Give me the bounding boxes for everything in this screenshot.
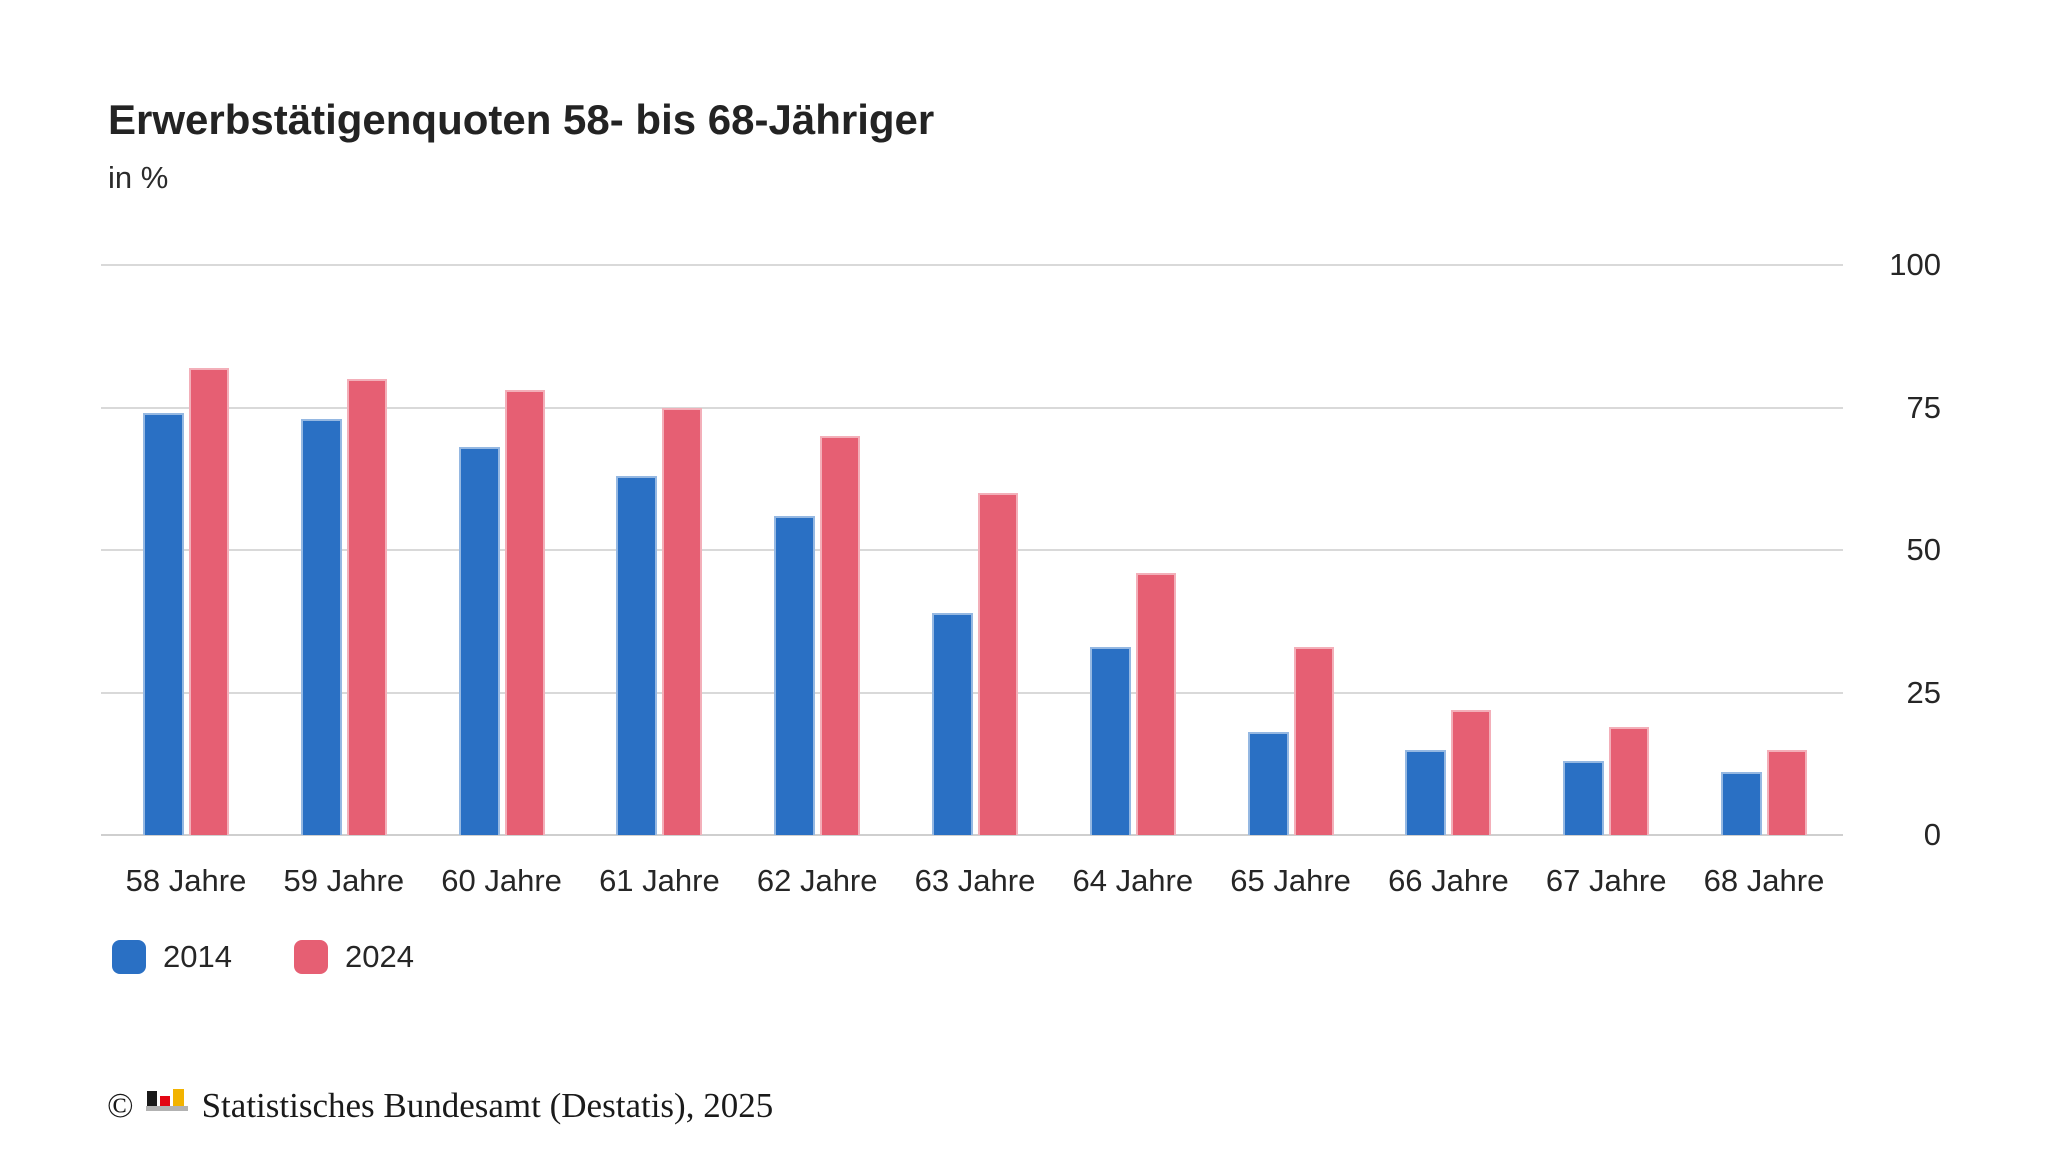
- bar-2024-64-Jahre[interactable]: [1135, 572, 1176, 835]
- y-axis-tick-label-0: 0: [1923, 817, 1941, 852]
- chart-title: Erwerbstätigenquoten 58- bis 68-Jähriger: [108, 96, 935, 143]
- logo-bar-red: [159, 1096, 170, 1106]
- copyright-symbol: ©: [107, 1086, 134, 1125]
- bar-2014-68-Jahre[interactable]: [1721, 772, 1762, 835]
- bar-2014-65-Jahre[interactable]: [1247, 732, 1289, 835]
- source-text: Statistisches Bundesamt (Destatis), 2025: [201, 1086, 774, 1125]
- y-axis-tick-label-50: 50: [1906, 532, 1941, 567]
- logo-bar-black: [146, 1091, 157, 1106]
- legend-label-2024: 2024: [344, 939, 414, 974]
- y-axis-tick-label-25: 25: [1906, 674, 1941, 710]
- x-axis-label-66-Jahre: 66 Jahre: [1388, 863, 1509, 898]
- x-axis-label-65-Jahre: 65 Jahre: [1230, 863, 1351, 898]
- legend-item-2024[interactable]: 2024: [293, 939, 414, 975]
- bar-2014-59-Jahre[interactable]: [300, 418, 342, 835]
- x-axis-label-61-Jahre: 61 Jahre: [599, 863, 720, 898]
- bar-2024-65-Jahre[interactable]: [1293, 646, 1334, 835]
- logo-baseline: [145, 1106, 188, 1111]
- legend: 2014 2024: [112, 939, 476, 975]
- logo-bar-gold: [172, 1089, 184, 1106]
- x-axis-label-63-Jahre: 63 Jahre: [914, 863, 1036, 898]
- legend-item-2014[interactable]: 2014: [112, 939, 232, 975]
- bar-2024-62-Jahre[interactable]: [820, 436, 861, 835]
- legend-swatch-2024: [293, 940, 328, 974]
- bar-2024-63-Jahre[interactable]: [978, 493, 1018, 835]
- gridline-75: [101, 406, 1843, 409]
- bar-2024-61-Jahre[interactable]: [662, 407, 703, 835]
- legend-swatch-2014: [112, 940, 146, 974]
- gridline-100: [101, 264, 1843, 266]
- x-axis-label-58-Jahre: 58 Jahre: [125, 863, 247, 898]
- bar-2014-64-Jahre[interactable]: [1089, 646, 1131, 835]
- x-axis-label-68-Jahre: 68 Jahre: [1703, 863, 1825, 898]
- gridline-0: [101, 834, 1843, 836]
- chart-subtitle: in %: [108, 160, 169, 195]
- bar-2024-66-Jahre[interactable]: [1451, 709, 1492, 835]
- x-axis-label-62-Jahre: 62 Jahre: [756, 863, 878, 898]
- y-axis-tick-label-75: 75: [1906, 389, 1941, 425]
- footer: © Statistisches Bundesamt (Destatis), 20…: [107, 1086, 773, 1126]
- bar-2014-62-Jahre[interactable]: [774, 515, 816, 835]
- legend-label-2014: 2014: [163, 939, 232, 974]
- bar-2014-60-Jahre[interactable]: [458, 447, 500, 835]
- bar-2024-60-Jahre[interactable]: [504, 390, 545, 835]
- bar-2014-58-Jahre[interactable]: [143, 413, 184, 835]
- bar-2024-59-Jahre[interactable]: [346, 379, 387, 835]
- destatis-bar-chart-icon: [145, 1088, 188, 1111]
- y-axis-tick-label-100: 100: [1889, 247, 1941, 282]
- bar-2024-67-Jahre[interactable]: [1609, 726, 1650, 835]
- bar-2014-63-Jahre[interactable]: [932, 612, 973, 835]
- bar-2014-67-Jahre[interactable]: [1563, 760, 1605, 835]
- x-axis-label-60-Jahre: 60 Jahre: [441, 863, 562, 898]
- bar-2014-66-Jahre[interactable]: [1405, 749, 1447, 835]
- x-axis-label-67-Jahre: 67 Jahre: [1545, 863, 1667, 898]
- bar-2024-68-Jahre[interactable]: [1767, 749, 1807, 835]
- bar-2024-58-Jahre[interactable]: [189, 367, 229, 835]
- x-axis-label-64-Jahre: 64 Jahre: [1072, 863, 1194, 898]
- gridline-50: [101, 549, 1843, 551]
- bar-2014-61-Jahre[interactable]: [616, 475, 658, 835]
- x-axis-label-59-Jahre: 59 Jahre: [283, 863, 405, 898]
